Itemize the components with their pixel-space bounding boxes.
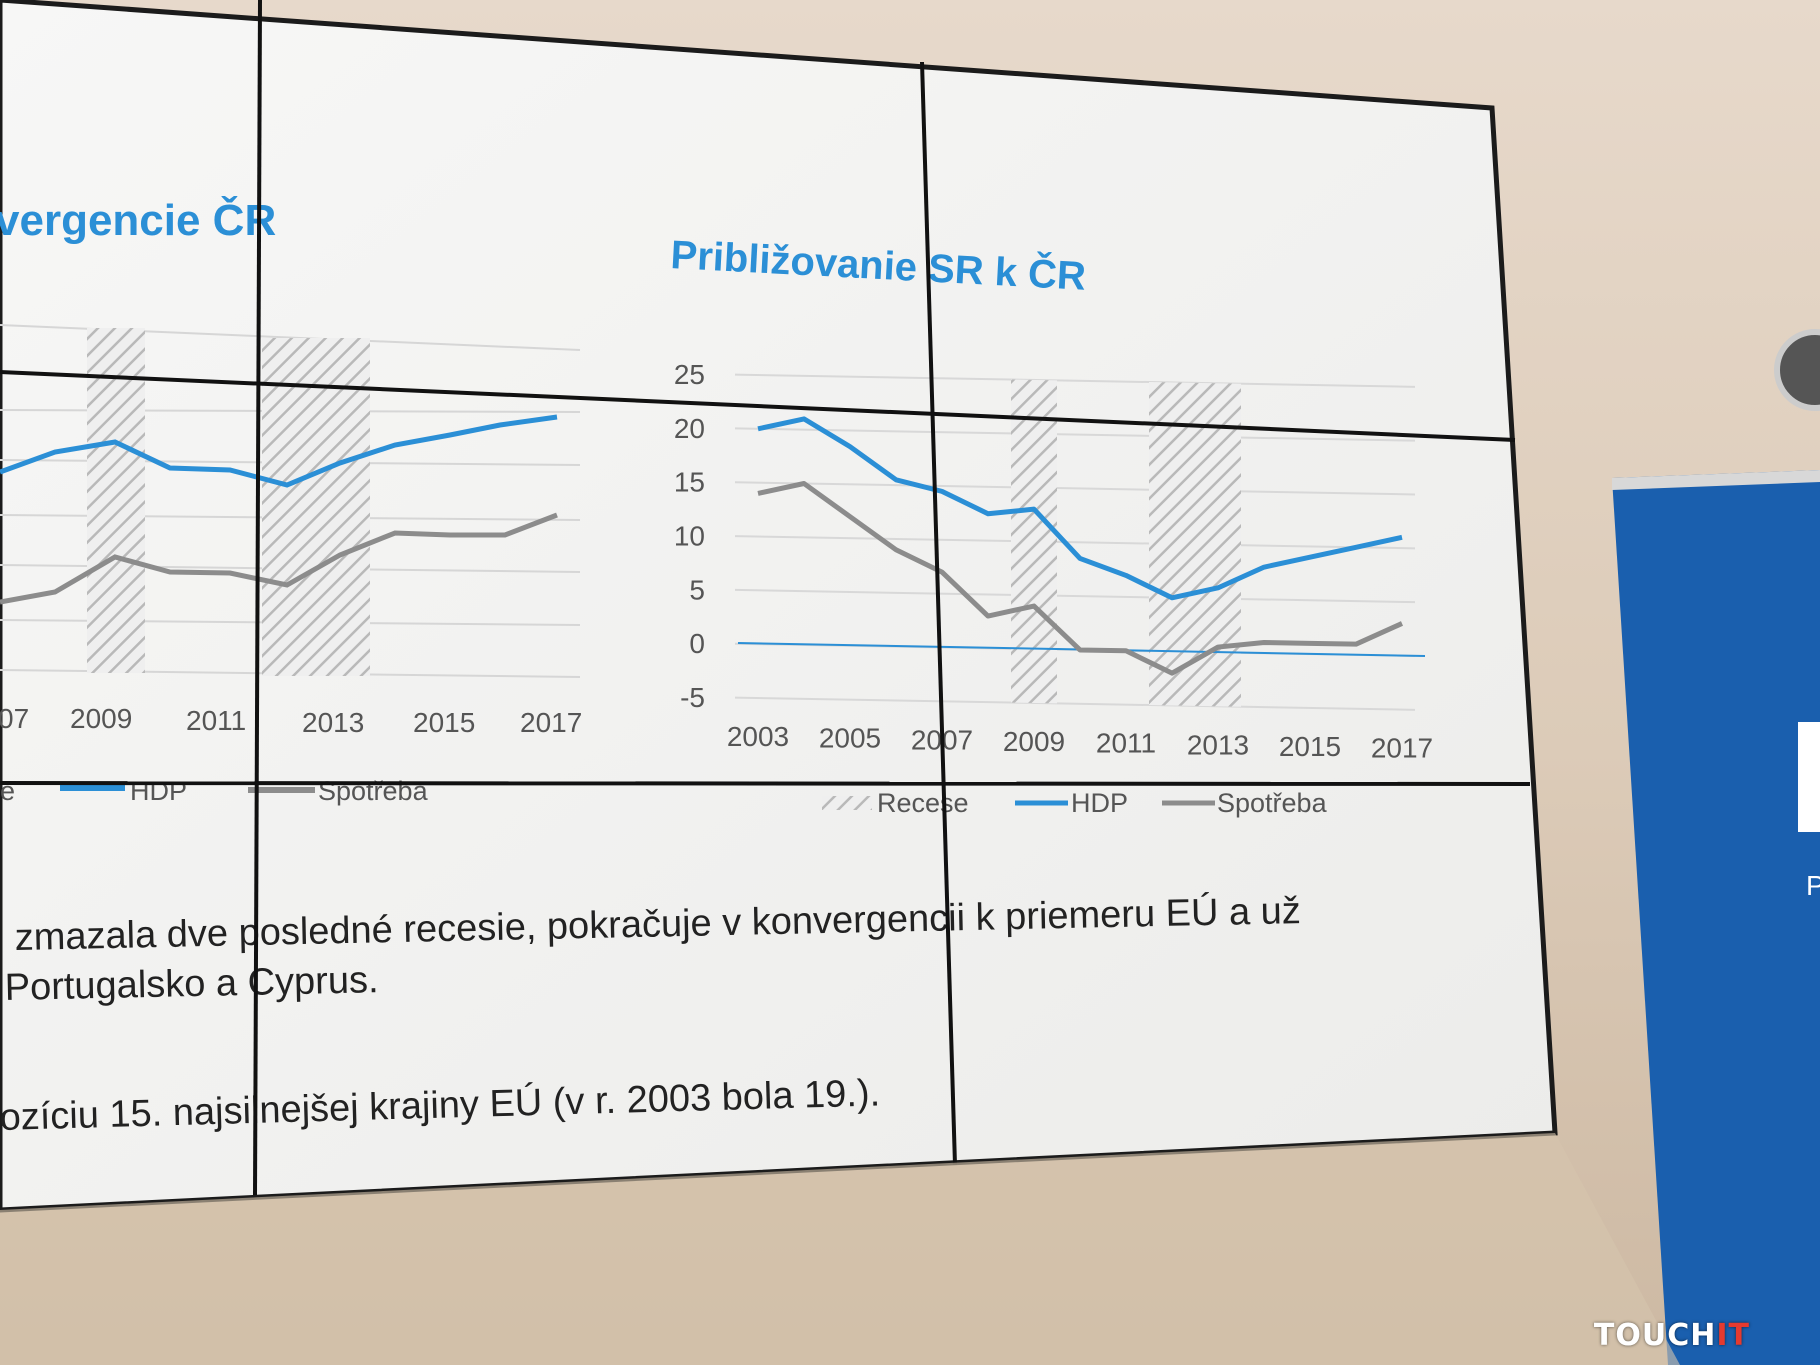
right-legend-hdp: HDP [1071,788,1128,818]
left-legend-hdp: HDP [130,776,187,806]
left-x-tick: 2017 [520,707,582,738]
right-series-hdp-line [757,416,1403,601]
svg-text:P: P [1806,870,1820,901]
body-line-2: Portugalsko a Cyprus. [4,959,379,1009]
left-chart: vergencie ČR 07 2009 2011 2013 2015 2017… [0,194,582,806]
right-y-tick: 10 [674,521,705,552]
right-x-tick: 2005 [819,723,881,754]
watermark-part1: TOUCH [1593,1318,1717,1353]
left-spotreba-line [0,512,558,605]
right-legend-spotreba: Spotřeba [1217,788,1328,818]
right-gridline [734,427,1416,442]
right-y-tick: 20 [674,413,705,444]
right-legend-recese: Recese [877,788,969,818]
rollup-banner: P [1612,470,1820,1365]
right-recession-band [1011,379,1057,704]
wall-clock [1774,329,1820,411]
left-x-tick: 2013 [302,707,364,738]
right-gridline [734,696,1416,711]
right-recession-band [1149,382,1241,707]
right-x-tick: 2011 [1096,728,1156,759]
right-x-tick: 2003 [727,721,789,752]
left-legend-spotreba: Spotřeba [318,776,429,806]
left-x-tick: 2009 [70,703,132,734]
right-y-tick: 25 [674,359,705,390]
right-gridline [734,373,1416,388]
left-x-tick: 07 [0,703,29,734]
right-x-tick: 2009 [1003,726,1065,757]
right-y-tick: 5 [689,574,705,605]
right-y-tick: 0 [689,628,705,659]
right-x-tick: 2015 [1279,731,1341,762]
right-x-tick: 2013 [1187,729,1249,760]
screen-surface [0,0,1558,1213]
left-recession-band-1 [87,328,145,673]
watermark-part2: IT [1716,1318,1750,1353]
right-y-tick: 15 [674,467,705,498]
right-gridline [734,588,1416,604]
right-x-tick: 2017 [1371,733,1433,764]
left-x-tick: 2011 [186,705,246,736]
right-gridline [734,535,1416,550]
left-chart-title: vergencie ČR [0,194,276,245]
left-legend-recese: e [0,776,15,806]
wall-below-screen [0,1133,1680,1365]
right-chart-legend: Recese HDP Spotřeba [822,788,1328,818]
left-hdp-line [0,414,558,488]
left-recession-band-2 [262,338,370,676]
watermark: TOUCHIT [1594,1318,1750,1353]
right-y-tick: -5 [680,682,705,713]
right-series-spotřeba-line [757,480,1404,676]
right-gridline [734,481,1416,496]
left-x-tick: 2015 [413,707,475,738]
panel-seams [0,0,1531,1196]
